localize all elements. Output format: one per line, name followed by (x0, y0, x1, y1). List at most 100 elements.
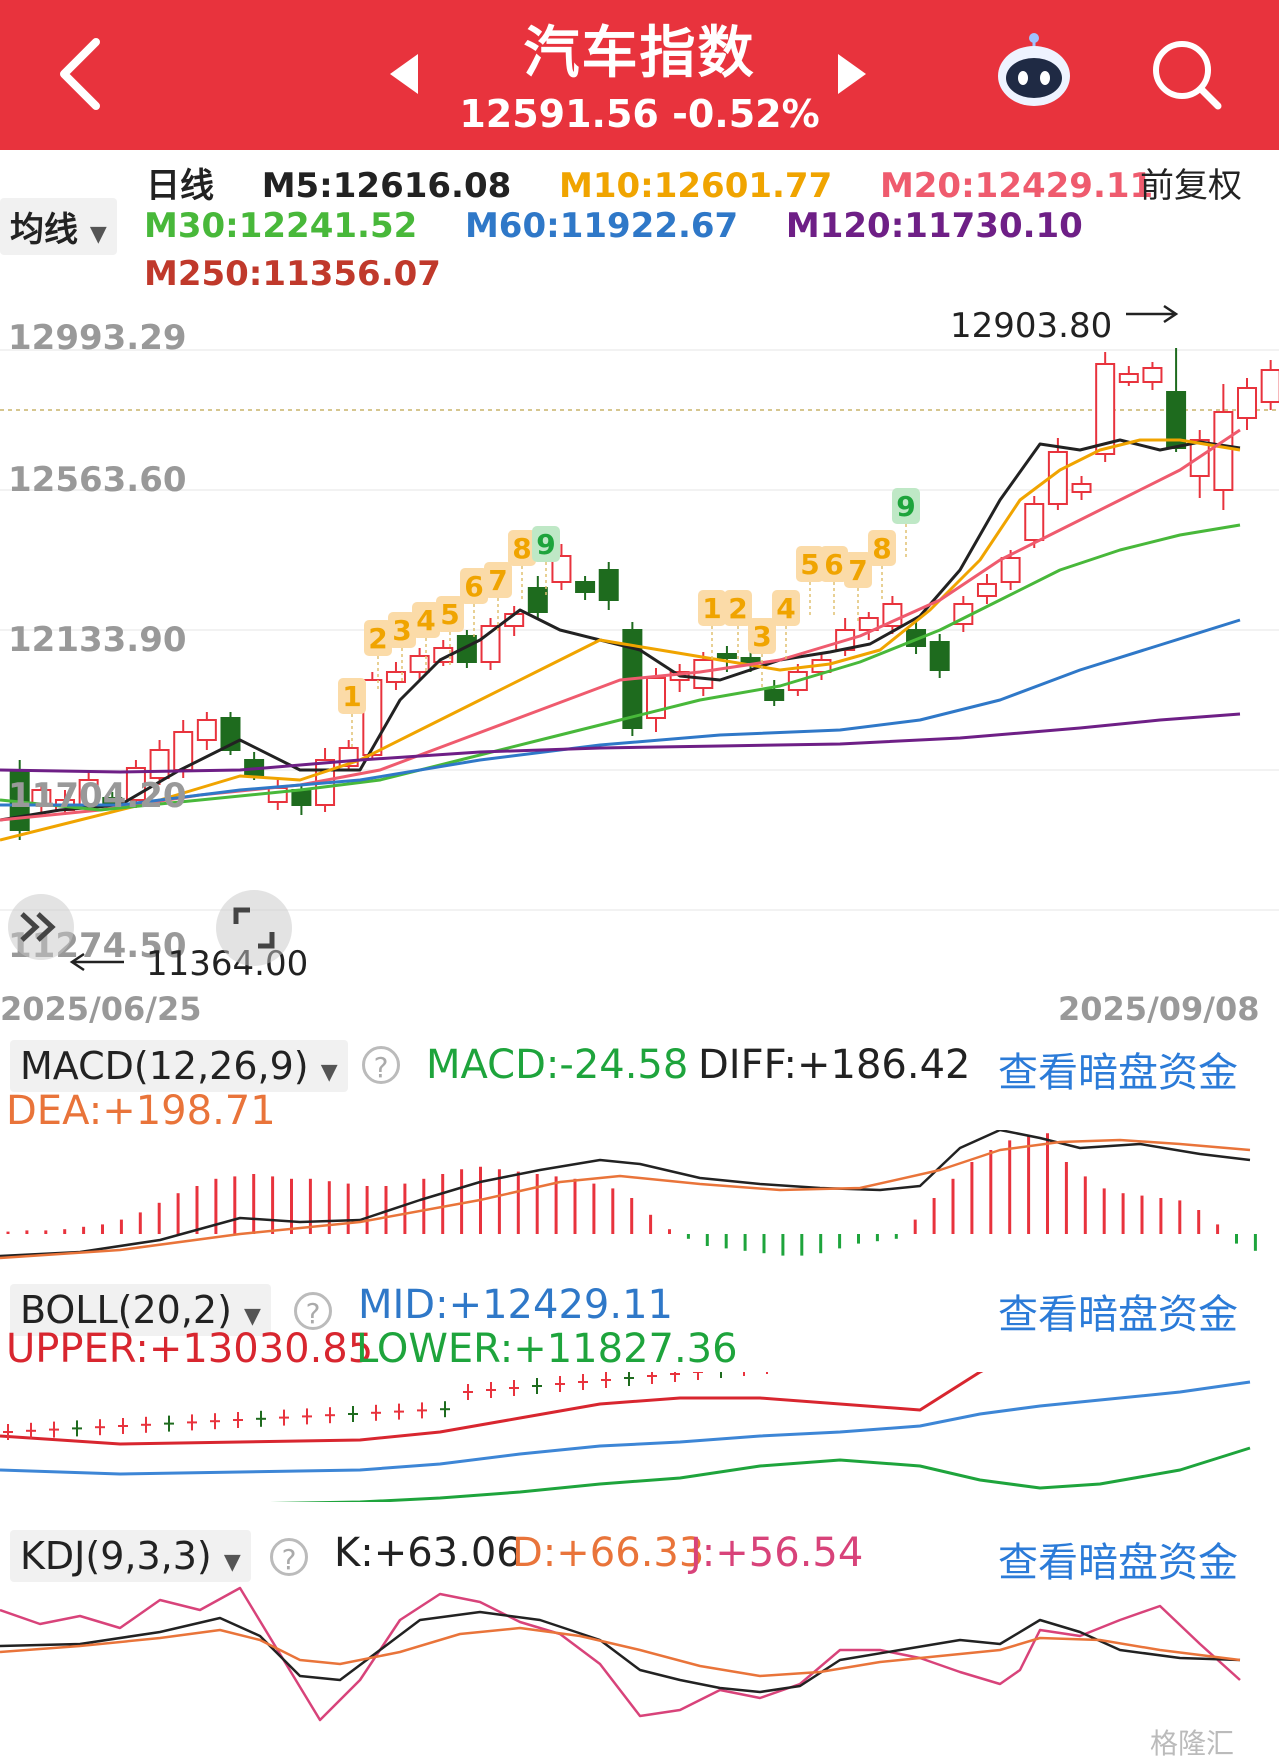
svg-text:8: 8 (512, 532, 531, 565)
candlestick (1000, 550, 1021, 590)
chevron-down-icon: ▼ (223, 1550, 241, 1575)
candlestick (527, 576, 548, 618)
kdj-j-line (0, 1586, 1241, 1722)
ma10-line (0, 438, 1241, 842)
svg-text:9: 9 (536, 528, 555, 561)
help-icon[interactable]: ? (362, 1046, 400, 1084)
kdj-k-value: K:+63.06 (334, 1530, 522, 1576)
top-bar: 汽车指数 12591.56 -0.52% (0, 0, 1279, 150)
td-marker: 8 (868, 530, 896, 600)
boll-candle (348, 1406, 358, 1422)
boll-candle (532, 1378, 542, 1394)
boll-chart (0, 1372, 1251, 1502)
boll-candle (417, 1402, 427, 1419)
expand-arrows-icon[interactable] (6, 892, 76, 962)
boll-candle (256, 1410, 266, 1427)
candlestick (1047, 438, 1068, 510)
kdj-selector-label: KDJ(9,3,3) (20, 1534, 212, 1578)
boll-candle (624, 1372, 634, 1386)
svg-text:4: 4 (776, 592, 795, 625)
svg-text:4: 4 (416, 604, 435, 637)
candlestick (1071, 476, 1092, 500)
ma5-value: M5:12616.08 (261, 166, 512, 206)
dea-value: DEA:+198.71 (6, 1088, 276, 1134)
indicator-selector[interactable]: 均线 ▼ (0, 198, 117, 255)
candlestick (646, 668, 667, 732)
date-end-label: 2025/09/08 (1058, 990, 1260, 1028)
indicator-selector-label: 均线 (10, 210, 78, 250)
chevron-down-icon: ▼ (320, 1060, 338, 1085)
page-title: 汽车指数 (523, 21, 756, 86)
prev-stock-icon[interactable] (388, 52, 420, 96)
candlestick (1189, 430, 1210, 498)
svg-text:5: 5 (800, 548, 819, 581)
chevron-down-icon: ▼ (89, 222, 107, 247)
ma120-value: M120:11730.10 (785, 206, 1083, 246)
boll-candle (720, 1372, 722, 1378)
robot-assistant-icon[interactable] (994, 30, 1074, 110)
candlestick (1166, 348, 1187, 452)
td-marker: 9 (532, 526, 560, 596)
ma60-line (0, 618, 1241, 807)
boll-candle (72, 1420, 82, 1437)
candlestick (1237, 378, 1258, 430)
boll-candle (210, 1413, 220, 1430)
ma60-value: M60:11922.67 (464, 206, 739, 246)
macd-chart (0, 1130, 1257, 1260)
dark-pool-link-boll[interactable]: 查看暗盘资金 (998, 1292, 1238, 1338)
svg-text:1: 1 (702, 592, 721, 625)
td-marker: 2 (364, 620, 392, 690)
candlestick (31, 785, 52, 812)
kdj-selector[interactable]: KDJ(9,3,3) ▼ (10, 1530, 251, 1582)
price-change: 12591.56 -0.52% (0, 92, 1279, 136)
fullscreen-icon[interactable] (214, 888, 294, 968)
boll-candle (647, 1372, 657, 1384)
search-icon[interactable] (1148, 36, 1224, 112)
macd-selector-label: MACD(12,26,9) (20, 1044, 309, 1088)
svg-text:9: 9 (896, 490, 915, 523)
boll-candle (766, 1372, 768, 1374)
boll-candle (187, 1414, 197, 1431)
high-price-label: 12903.80 (950, 306, 1113, 346)
boll-candle (693, 1372, 703, 1380)
boll-candle (578, 1374, 588, 1390)
adjust-toggle[interactable]: 前复权 (1140, 166, 1242, 206)
candlestick (575, 576, 596, 600)
next-stock-icon[interactable] (836, 52, 868, 96)
kdj-j-value: J:+56.54 (690, 1530, 864, 1576)
candlestick (1142, 362, 1163, 390)
svg-text:1: 1 (342, 680, 361, 713)
help-icon[interactable]: ? (294, 1292, 332, 1330)
kdj-k-line (0, 1610, 1241, 1694)
help-icon[interactable]: ? (270, 1538, 308, 1576)
td-marker: 2 (724, 590, 752, 660)
boll-candle (486, 1382, 496, 1398)
boll-upper-line (0, 1372, 984, 1446)
boll-candle (141, 1416, 151, 1433)
kdj-d-line (0, 1626, 1241, 1678)
boll-lower-value: LOWER:+11827.36 (356, 1326, 738, 1372)
y-axis-label-4: 11704.20 (8, 776, 187, 816)
candlestick (267, 780, 288, 810)
svg-text:7: 7 (848, 554, 867, 587)
boll-selector-label: BOLL(20,2) (20, 1288, 232, 1332)
back-icon[interactable] (52, 34, 112, 114)
candlestick (1118, 366, 1139, 386)
boll-upper-value: UPPER:+13030.85 (6, 1326, 374, 1372)
dark-pool-link-macd[interactable]: 查看暗盘资金 (998, 1050, 1238, 1096)
current-price: 12591.56 (459, 92, 659, 136)
boll-candle (233, 1412, 243, 1428)
td-marker: 4 (772, 590, 800, 660)
dark-pool-link-kdj[interactable]: 查看暗盘资金 (998, 1540, 1238, 1586)
macd-selector[interactable]: MACD(12,26,9) ▼ (10, 1040, 348, 1092)
ma-row-3: M250:11356.07 (144, 254, 441, 294)
svg-text:2: 2 (728, 592, 747, 625)
boll-selector[interactable]: BOLL(20,2) ▼ (10, 1284, 271, 1336)
candlestick (929, 634, 950, 678)
diff-line (0, 1130, 1251, 1258)
candlestick (1024, 496, 1045, 548)
candlestick (196, 712, 217, 750)
td-marker: 9 (892, 488, 920, 558)
svg-text:3: 3 (392, 614, 411, 647)
